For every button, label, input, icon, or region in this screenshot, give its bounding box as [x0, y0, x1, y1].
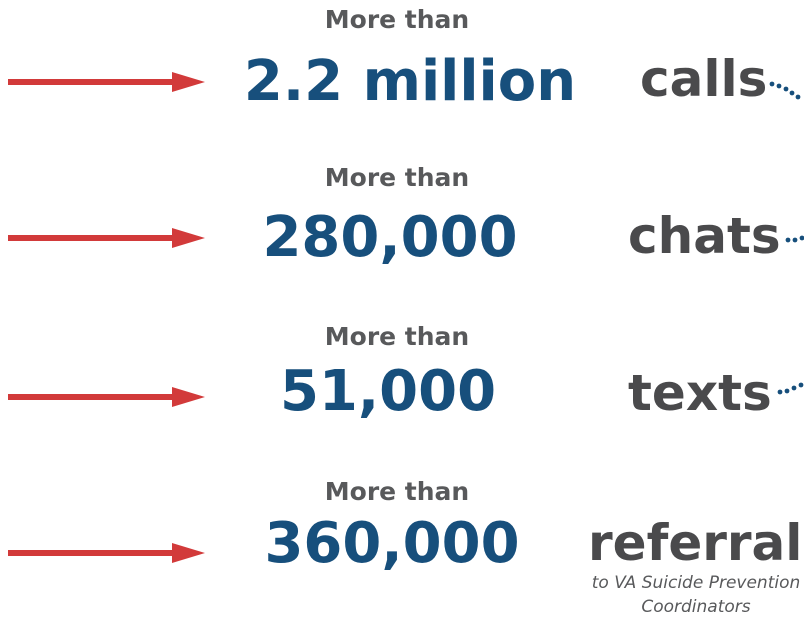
arrow [8, 228, 205, 248]
number: 280,000 [262, 205, 517, 270]
prefix: More than [325, 322, 469, 351]
arrow [8, 72, 205, 92]
note: Coordinators [641, 597, 750, 617]
label: texts [628, 364, 772, 422]
prefix: More than [325, 163, 469, 192]
label: referrals [588, 514, 804, 572]
label: calls [640, 50, 767, 108]
arrow [8, 543, 205, 563]
arrows [8, 72, 205, 563]
dotted-trails [769, 81, 804, 395]
label: chats [628, 207, 781, 265]
number: 360,000 [264, 511, 519, 576]
prefix: More than [325, 5, 469, 34]
number: 2.2 million [244, 49, 576, 114]
note: to VA Suicide Prevention [592, 573, 801, 593]
prefix: More than [325, 477, 469, 506]
arrow [8, 387, 205, 407]
number: 51,000 [280, 359, 496, 424]
